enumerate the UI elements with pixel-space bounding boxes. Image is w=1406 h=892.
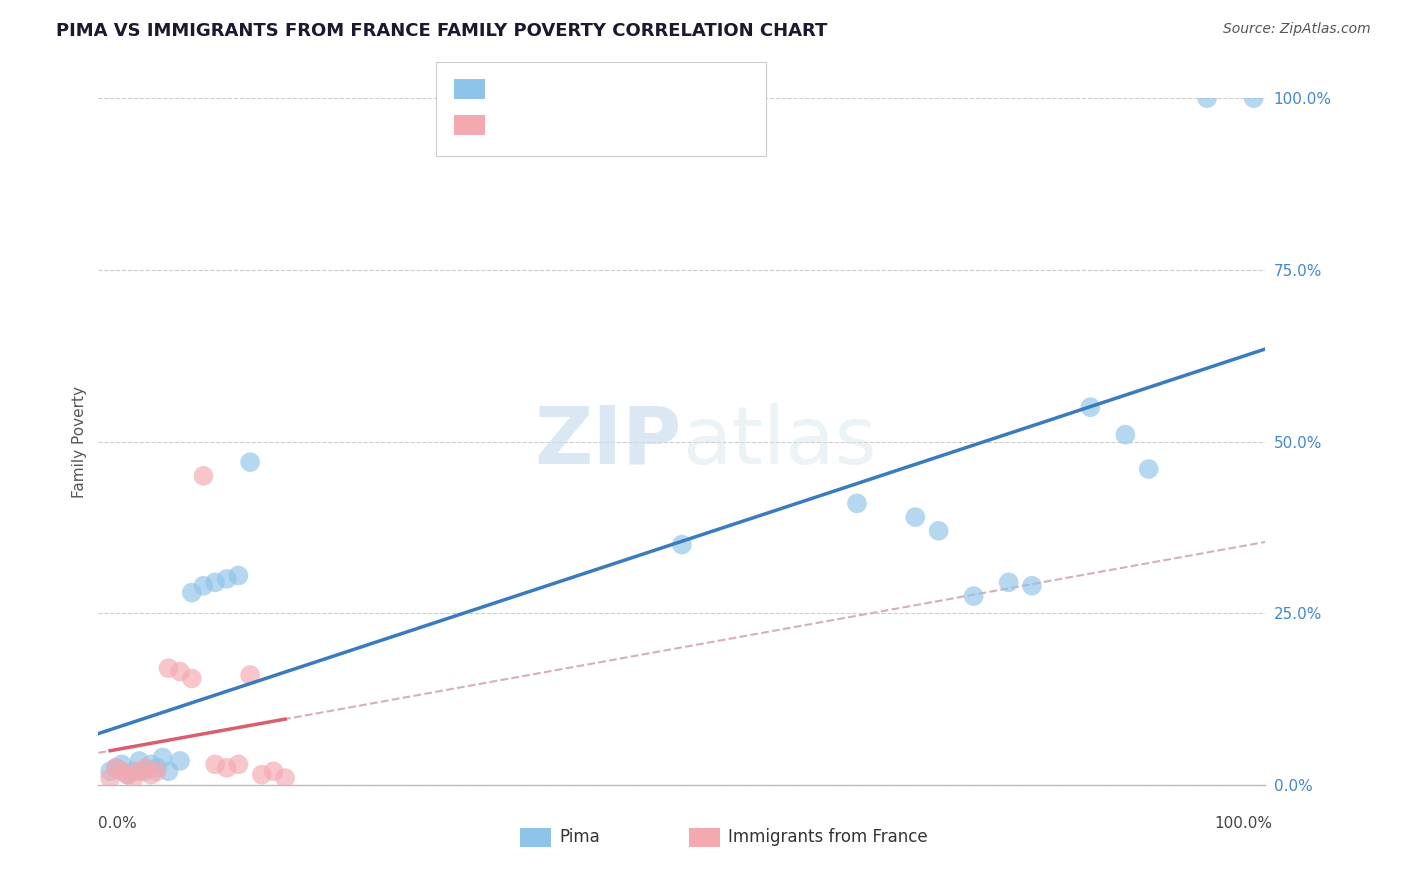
- Point: [262, 764, 284, 779]
- Point: [204, 575, 226, 590]
- Point: [180, 672, 202, 686]
- Point: [193, 579, 215, 593]
- Point: [98, 771, 121, 785]
- Text: Source: ZipAtlas.com: Source: ZipAtlas.com: [1223, 22, 1371, 37]
- Text: 0.0%: 0.0%: [98, 816, 138, 831]
- Point: [239, 668, 262, 682]
- Text: PIMA VS IMMIGRANTS FROM FRANCE FAMILY POVERTY CORRELATION CHART: PIMA VS IMMIGRANTS FROM FRANCE FAMILY PO…: [56, 22, 828, 40]
- Point: [117, 767, 139, 781]
- Point: [1137, 462, 1160, 476]
- Point: [117, 767, 139, 781]
- Point: [128, 764, 150, 779]
- Point: [157, 661, 180, 675]
- Point: [122, 764, 145, 779]
- Text: Immigrants from France: Immigrants from France: [728, 828, 928, 846]
- Point: [904, 510, 927, 524]
- Point: [180, 585, 202, 599]
- Point: [128, 754, 150, 768]
- Text: N = 20: N = 20: [626, 116, 683, 134]
- Point: [228, 757, 250, 772]
- Point: [146, 764, 169, 779]
- Point: [228, 568, 250, 582]
- Point: [250, 767, 273, 781]
- Point: [104, 761, 127, 775]
- Point: [152, 750, 174, 764]
- Point: [1080, 400, 1102, 414]
- Point: [204, 757, 226, 772]
- Text: R = 0.592: R = 0.592: [496, 80, 579, 98]
- Point: [134, 764, 156, 779]
- Point: [111, 757, 134, 772]
- Point: [928, 524, 950, 538]
- Point: [1243, 91, 1265, 105]
- Point: [139, 757, 162, 772]
- Point: [1021, 579, 1043, 593]
- Text: Pima: Pima: [560, 828, 600, 846]
- Point: [169, 665, 191, 679]
- Point: [98, 764, 121, 779]
- Point: [157, 764, 180, 779]
- Point: [169, 754, 191, 768]
- Point: [104, 761, 127, 775]
- Text: R = 0.864: R = 0.864: [496, 116, 579, 134]
- Point: [997, 575, 1019, 590]
- Point: [671, 537, 693, 551]
- Point: [215, 572, 238, 586]
- Point: [274, 771, 297, 785]
- Point: [193, 469, 215, 483]
- Text: atlas: atlas: [682, 402, 876, 481]
- Text: 100.0%: 100.0%: [1215, 816, 1272, 831]
- Point: [139, 767, 162, 781]
- Point: [239, 455, 262, 469]
- Y-axis label: Family Poverty: Family Poverty: [72, 385, 87, 498]
- Point: [111, 764, 134, 779]
- Point: [962, 589, 984, 603]
- Text: N = 30: N = 30: [626, 80, 683, 98]
- Point: [146, 761, 169, 775]
- Point: [1114, 427, 1136, 442]
- Point: [134, 761, 156, 775]
- Point: [122, 771, 145, 785]
- Point: [1195, 91, 1218, 105]
- Point: [215, 761, 238, 775]
- Text: ZIP: ZIP: [534, 402, 682, 481]
- Point: [846, 496, 869, 510]
